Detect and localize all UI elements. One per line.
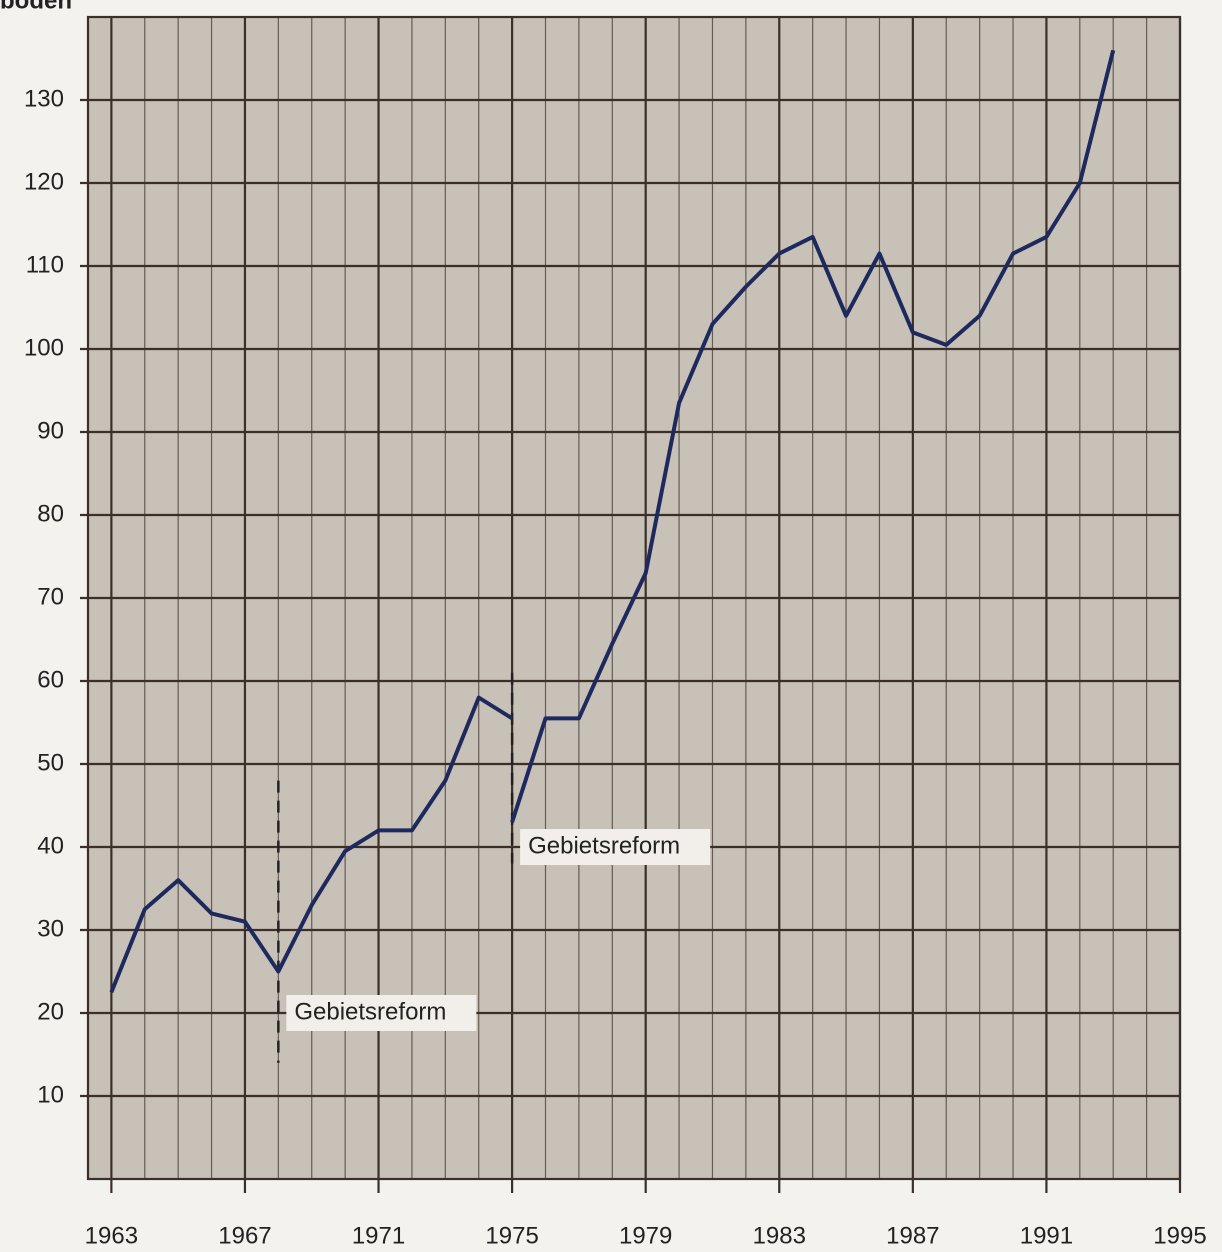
y-tick-label: 110 xyxy=(26,251,64,278)
x-tick-label: 1983 xyxy=(753,1222,806,1249)
y-axis-label: boden xyxy=(0,0,72,14)
data-line xyxy=(109,49,1116,993)
y-tick-label: 70 xyxy=(37,583,64,610)
y-tick-label: 80 xyxy=(37,500,64,527)
x-tick-label: 1963 xyxy=(85,1222,138,1249)
plot-border xyxy=(86,15,1182,1181)
y-tick-label: 30 xyxy=(37,915,64,942)
annotation-box xyxy=(286,995,477,1031)
x-tick-label: 1991 xyxy=(1020,1222,1073,1249)
y-tick-label: 50 xyxy=(37,749,64,776)
x-tick-label: 1971 xyxy=(352,1222,405,1249)
y-tick-label: 10 xyxy=(37,1081,64,1108)
annotation: Gebietsreform xyxy=(294,998,446,1025)
annotation-box xyxy=(520,829,711,865)
x-tick-label: 1967 xyxy=(218,1222,271,1249)
x-tick-label: 1987 xyxy=(886,1222,939,1249)
y-tick-label: 60 xyxy=(37,666,64,693)
y-tick-label: 90 xyxy=(37,417,64,444)
y-tick-label: 40 xyxy=(37,832,64,859)
y-tick-label: 120 xyxy=(24,168,64,195)
x-tick-label: 1995 xyxy=(1153,1222,1206,1249)
y-tick-label: 20 xyxy=(37,998,64,1025)
y-tick-label: 130 xyxy=(24,85,64,112)
x-tick-label: 1979 xyxy=(619,1222,672,1249)
y-tick-label: 100 xyxy=(24,334,64,361)
x-tick-label: 1975 xyxy=(485,1222,538,1249)
annotation: Gebietsreform xyxy=(528,832,680,859)
